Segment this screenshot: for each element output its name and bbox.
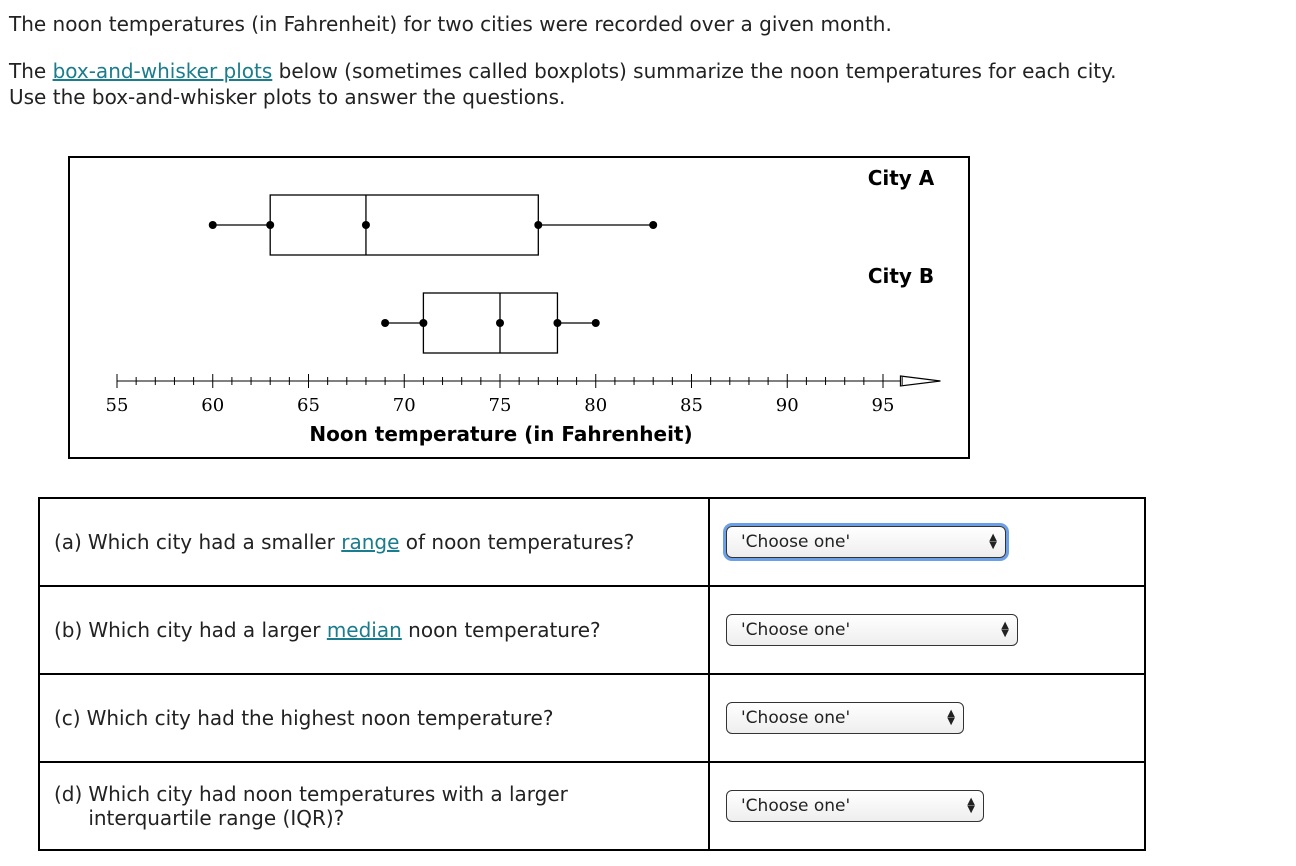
question-row: (a) Which city had a smaller range of noo…	[38, 497, 1146, 587]
axis-arrow	[899, 375, 941, 387]
question-cell: (d) Which city had noon temperatures with…	[38, 761, 710, 851]
intro-text: Use the box-and-whisker plots to answer …	[9, 85, 566, 109]
text: of noon temperatures?	[405, 530, 635, 554]
dropdown-arrows: ▲ ▼	[947, 708, 955, 727]
question-text: (c) Which city had the highest noon tempe…	[54, 706, 694, 730]
dropdown-text: 'Choose one'	[741, 532, 851, 552]
box	[422, 292, 559, 354]
point-median	[361, 221, 370, 229]
answer-dropdown[interactable]: 'Choose one' ▲ ▼	[726, 702, 964, 734]
intro-text: The noon temperatures (in Fahrenheit) fo…	[9, 12, 892, 36]
glossary-link[interactable]: box-and-whisker plots	[52, 59, 273, 83]
question-label: (d)	[54, 782, 83, 806]
x-tick-label: 70	[393, 395, 416, 416]
text: The	[9, 59, 47, 83]
answer-cell: 'Choose one' ▲ ▼	[708, 761, 1146, 851]
x-tick-label: 80	[584, 395, 607, 416]
question-cell: (c) Which city had the highest noon tempe…	[38, 673, 710, 763]
x-tick-label: 85	[680, 395, 703, 416]
questions-table: (a) Which city had a smaller range of noo…	[38, 497, 1146, 851]
question-row: (b) Which city had a larger median noon t…	[38, 585, 1146, 675]
x-tick-label: 90	[776, 395, 799, 416]
question-row: (d) Which city had noon temperatures with…	[38, 761, 1146, 851]
x-tick-label: 95	[872, 395, 895, 416]
dropdown-arrows: ▲ ▼	[967, 796, 975, 815]
text: Which city had noon temperatures with a …	[88, 782, 568, 830]
question-cell: (a) Which city had a smaller range of noo…	[38, 497, 710, 587]
point-min	[208, 221, 217, 229]
box	[269, 194, 539, 256]
legend-label: City A	[868, 166, 935, 190]
question-label: (b)	[54, 618, 83, 642]
question-text: (a) Which city had a smaller range of noo…	[54, 530, 694, 554]
text: Which city had a larger	[88, 618, 321, 642]
point-q3	[553, 319, 562, 327]
intro-text: The box-and-whisker plots below (sometim…	[9, 59, 1116, 83]
answer-dropdown[interactable]: 'Choose one' ▲ ▼	[726, 790, 984, 822]
text: below (sometimes called boxplots) summar…	[278, 59, 1117, 83]
question-body: Which city had the highest noon temperat…	[87, 706, 554, 730]
question-text: (b) Which city had a larger median noon t…	[54, 618, 694, 642]
dropdown-arrows: ▲ ▼	[1001, 620, 1009, 639]
glossary-link[interactable]: median	[326, 618, 402, 642]
question-label: (c)	[54, 706, 81, 730]
x-tick-label: 65	[297, 395, 320, 416]
point-q1	[266, 221, 275, 229]
question-body: Which city had a smaller range of noon t…	[88, 530, 634, 554]
glossary-link[interactable]: range	[341, 530, 400, 554]
text: noon temperature?	[408, 618, 601, 642]
x-tick-label: 55	[106, 395, 129, 416]
point-median	[496, 319, 504, 327]
answer-cell: 'Choose one' ▲ ▼	[708, 673, 1146, 763]
dropdown-text: 'Choose one'	[741, 708, 851, 728]
question-label: (a)	[54, 530, 82, 554]
question-row: (c) Which city had the highest noon tempe…	[38, 673, 1146, 763]
point-q1	[419, 319, 428, 327]
boxplot-chart: 55 60 65 70 75 80 85 90 95 Noon temperature (in F…	[68, 156, 970, 459]
question-cell: (b) Which city had a larger median noon t…	[38, 585, 710, 675]
answer-dropdown[interactable]: 'Choose one' ▲ ▼	[726, 614, 1018, 646]
text: Which city had a smaller	[87, 530, 335, 554]
answer-dropdown[interactable]: 'Choose one' ▲ ▼	[726, 526, 1006, 558]
question-text: (d) Which city had noon temperatures with…	[54, 782, 694, 830]
answer-cell: 'Choose one' ▲ ▼	[708, 585, 1146, 675]
point-min	[381, 319, 390, 327]
x-tick-label: 60	[201, 395, 224, 416]
x-tick-label: 75	[489, 395, 512, 416]
question-body: Which city had noon temperatures with a …	[88, 782, 694, 830]
answer-cell: 'Choose one' ▲ ▼	[708, 497, 1146, 587]
legend-label: City B	[868, 264, 934, 288]
dropdown-arrows: ▲ ▼	[989, 532, 997, 551]
dropdown-text: 'Choose one'	[741, 620, 851, 640]
point-max	[649, 221, 658, 229]
point-max	[591, 319, 600, 327]
dropdown-text: 'Choose one'	[741, 796, 851, 816]
question-body: Which city had a larger median noon temp…	[88, 618, 600, 642]
text: Which city had the highest noon temperat…	[86, 706, 554, 730]
point-q3	[534, 221, 543, 229]
x-axis-label: Noon temperature (in Fahrenheit)	[309, 422, 692, 446]
